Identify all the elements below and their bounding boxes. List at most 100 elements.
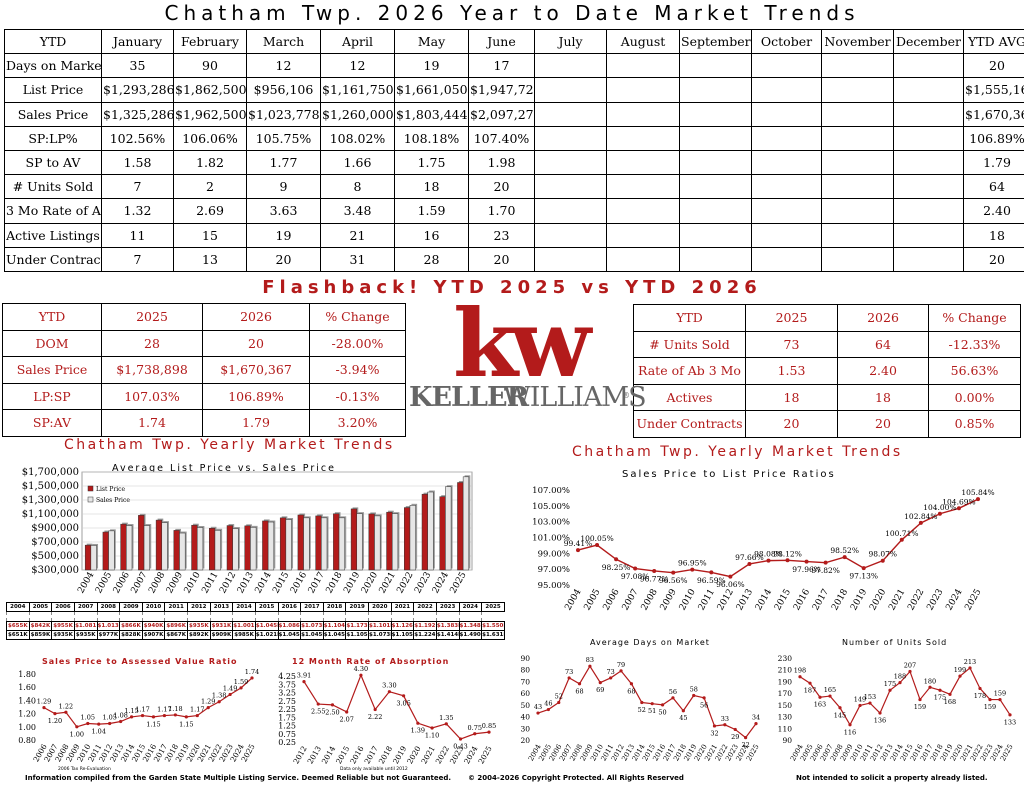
- ytd-cell: [534, 246, 607, 272]
- y-tick-label: 210: [778, 666, 793, 675]
- av-table-cell: $935K: [73, 630, 98, 640]
- ytd-cell: [534, 101, 607, 127]
- data-point: [1008, 713, 1012, 717]
- flashback-cell: 20: [837, 410, 929, 438]
- ytd-cell: 19: [394, 53, 469, 79]
- data-label: 1.18: [168, 705, 182, 713]
- ytd-cell: $1,670,367: [963, 101, 1024, 127]
- ytd-cell: 18: [963, 222, 1024, 248]
- ytd-header-row: YTD January February March April May June July A…: [4, 28, 1024, 55]
- data-point: [228, 692, 232, 697]
- data-point: [937, 511, 942, 516]
- data-label: 0.43: [453, 743, 467, 751]
- ytd-cell: 20: [468, 246, 535, 272]
- ytd-cell: $1,161,750: [320, 77, 395, 103]
- bar-sales: [143, 525, 150, 571]
- ytd-row-label: List Price: [4, 77, 102, 103]
- y-tick-label: 97.00%: [538, 565, 570, 575]
- ytd-cell: 1.70: [468, 198, 535, 224]
- av-table-cell: 2006: [51, 602, 75, 612]
- x-tick-label: 2008: [640, 587, 660, 612]
- av-table-cell: $1.550M: [481, 621, 505, 631]
- flashback-header-cell: 2025: [745, 304, 838, 332]
- x-tick-label: 2020: [868, 587, 888, 612]
- y-tick-label: 230: [778, 654, 793, 663]
- x-tick-label: 2005: [583, 587, 603, 612]
- y-tick-label: 70: [520, 677, 530, 686]
- data-label: 96.95%: [678, 559, 707, 568]
- data-point: [444, 722, 448, 726]
- av-table-spacer-cell: [119, 611, 143, 622]
- ytd-cell: 107.40%: [468, 125, 535, 151]
- data-point: [53, 712, 57, 716]
- y-tick-label: 0.75: [278, 730, 296, 739]
- data-point: [640, 700, 644, 705]
- ytd-cell: 3.48: [320, 198, 395, 224]
- av-table-spacer-cell: [6, 611, 30, 622]
- data-point: [206, 706, 210, 710]
- data-label: 97.08%: [621, 572, 650, 581]
- x-tick-label: 2018: [325, 570, 345, 595]
- ytd-row: Days on Market 35 90 12 12 19 17 20: [4, 53, 1024, 79]
- data-point: [804, 559, 809, 564]
- ytd-cell: 1.58: [101, 149, 174, 176]
- data-label: 99.41%: [564, 539, 593, 548]
- av-table-spacer-cell: [435, 611, 459, 622]
- data-label: 1.04: [91, 728, 105, 736]
- av-table-cell: $867K: [164, 630, 188, 640]
- data-point: [75, 725, 79, 729]
- data-label: 3.91: [297, 672, 311, 680]
- data-point: [151, 715, 156, 719]
- ytd-cell: [606, 174, 680, 200]
- flashback-row: LP:SP 107.03% 106.89% -0.13%: [2, 382, 406, 410]
- flashback-row: Under Contracts 20 20 0.85%: [633, 410, 1021, 438]
- ytd-row-label: 3 Mo Rate of Ab: [4, 198, 102, 224]
- bar-sales: [267, 521, 275, 571]
- ytd-cell: 108.18%: [394, 125, 469, 151]
- data-label: 34: [752, 714, 760, 722]
- data-label: 1.74: [245, 668, 259, 676]
- av-table-spacer-cell: [390, 611, 414, 622]
- data-point: [660, 703, 665, 707]
- ytd-cell: 1.82: [173, 149, 247, 176]
- ytd-header-cell: August: [606, 28, 680, 55]
- data-label: 0.75: [468, 724, 482, 732]
- data-point: [473, 732, 477, 736]
- flashback-header-cell: YTD: [2, 303, 102, 331]
- av-table-spacer-cell: [458, 611, 482, 622]
- data-point: [402, 694, 406, 698]
- data-point: [430, 726, 434, 730]
- data-point: [546, 707, 550, 712]
- flashback-cell: 20: [745, 410, 838, 438]
- av-table-cell: 2020: [368, 602, 392, 612]
- chart-title-dom: Average Days on Market: [590, 638, 710, 647]
- av-table-cell: $909K: [209, 630, 234, 640]
- av-table-cell: $1.081: [73, 621, 98, 631]
- av-table-cell: 2019: [345, 602, 369, 612]
- ytd-cell: 12: [320, 53, 395, 79]
- y-tick-label: $700,000: [31, 537, 79, 548]
- av-table-cell: $1.192M: [413, 621, 437, 631]
- data-point: [330, 703, 335, 707]
- ytd-cell: 106.89%: [963, 125, 1024, 151]
- bar-list: [457, 482, 464, 571]
- ytd-cell: [893, 222, 964, 248]
- data-label: 98.52%: [830, 546, 859, 555]
- av-table-cell: $1.631M: [481, 630, 505, 640]
- av-table-spacer-cell: [345, 611, 369, 622]
- y-tick-label: $300,000: [31, 565, 79, 576]
- ytd-cell: [534, 222, 607, 248]
- flashback-row-label: SP:AV: [2, 409, 102, 437]
- flashback-cell: 1.79: [202, 409, 310, 437]
- absorption-line-chart: 0.250.751.251.752.252.753.253.754.25 3.91…: [278, 665, 496, 765]
- data-label: 1.29: [201, 698, 215, 706]
- data-point: [487, 730, 491, 734]
- data-point: [798, 675, 802, 679]
- y-tick-label: 4.25: [278, 672, 296, 681]
- ytd-cell: 11: [101, 222, 174, 248]
- av-table-cell: $955K: [51, 621, 75, 631]
- flashback-header-cell: % Change: [309, 303, 406, 331]
- y-tick-label: 150: [778, 701, 793, 710]
- page-title: Chatham Twp. 2026 Year to Date Market Tr…: [164, 1, 860, 25]
- ytd-cell: [679, 101, 752, 127]
